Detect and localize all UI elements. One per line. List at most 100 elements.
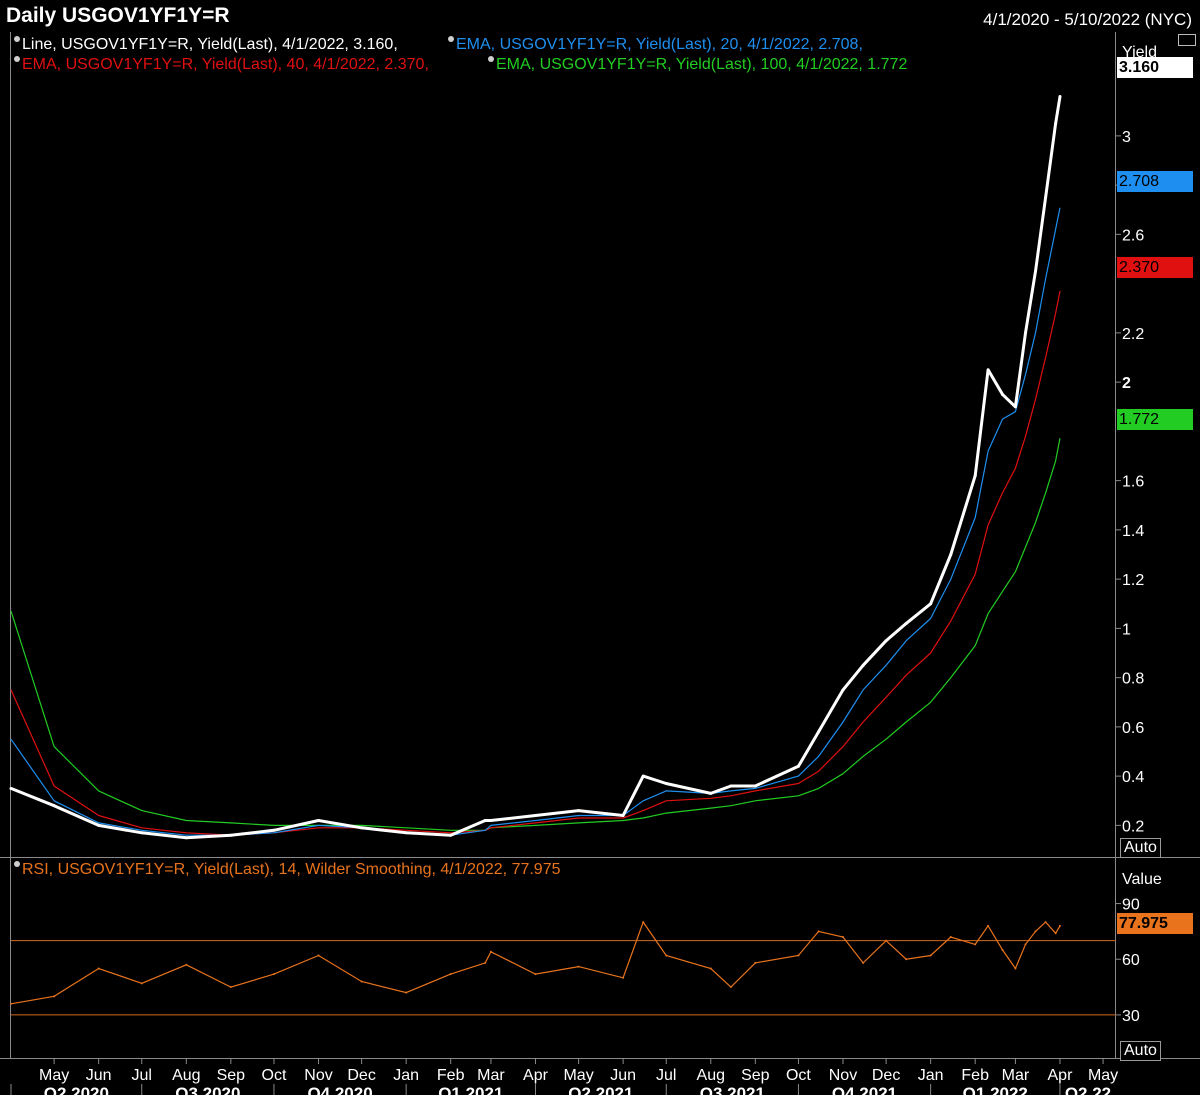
rsi-layer xyxy=(10,920,1116,1016)
date-range[interactable]: 4/1/2020 - 5/10/2022 (NYC) xyxy=(983,10,1192,29)
rsi-point xyxy=(885,939,888,942)
data-point xyxy=(577,809,581,813)
x-month-label: Aug xyxy=(697,1067,725,1084)
legend-dot-icon xyxy=(14,861,20,867)
rsi-point xyxy=(1058,924,1061,927)
data-point xyxy=(9,786,13,790)
rsi-point xyxy=(1054,932,1057,935)
legend-ema40[interactable]: EMA, USGOV1YF1Y=R, Yield(Last), 40, 4/1/… xyxy=(14,56,429,74)
main-auto-scale-button[interactable]: Auto xyxy=(1120,838,1161,858)
rsi-point xyxy=(841,935,844,938)
legend-ema100[interactable]: EMA, USGOV1YF1Y=R, Yield(Last), 100, 4/1… xyxy=(488,56,907,74)
rsi-point xyxy=(10,1002,12,1005)
rsi-point xyxy=(534,973,537,976)
x-month-label: Nov xyxy=(304,1067,332,1084)
rsi-tick-label: 90 xyxy=(1122,897,1140,914)
rsi-point xyxy=(405,991,408,994)
legend-ema20[interactable]: EMA, USGOV1YF1Y=R, Yield(Last), 20, 4/1/… xyxy=(448,36,863,54)
chart-title: Daily USGOV1YF1Y=R xyxy=(6,4,230,27)
rsi-point xyxy=(1034,930,1037,933)
rsi-axis-unit: Value xyxy=(1122,871,1162,888)
rsi-point xyxy=(272,973,275,976)
data-point xyxy=(140,831,144,835)
y-tick-label: 1.6 xyxy=(1122,474,1144,491)
y-tick-label: 2 xyxy=(1122,375,1131,392)
legend-line[interactable]: Line, USGOV1YF1Y=R, Yield(Last), 4/1/202… xyxy=(14,36,398,54)
rsi-point xyxy=(949,935,952,938)
series-line-yield xyxy=(10,96,1062,840)
x-month-label: Jul xyxy=(132,1067,152,1084)
rsi-point xyxy=(1001,948,1004,951)
rsi-y-axis: 30 60 90 xyxy=(1116,897,1140,1025)
x-month-label: Apr xyxy=(1048,1067,1074,1084)
rsi-auto-scale-button[interactable]: Auto xyxy=(1120,1041,1161,1061)
last-value-tag-rsi: 77.975 xyxy=(1117,913,1193,934)
legend-line-label: Line, USGOV1YF1Y=R, Yield(Last), 4/1/202… xyxy=(22,36,398,53)
x-month-label: Mar xyxy=(477,1067,505,1084)
x-month-label: May xyxy=(39,1067,69,1084)
x-month-label: Aug xyxy=(172,1067,200,1084)
x-month-label: Apr xyxy=(523,1067,549,1084)
pane-scroll-button[interactable] xyxy=(1178,34,1196,46)
rsi-point xyxy=(709,967,712,970)
legend-ema40-label: EMA, USGOV1YF1Y=R, Yield(Last), 40, 4/1/… xyxy=(22,56,429,73)
x-quarter-label: Q2 2021 xyxy=(568,1084,633,1095)
rsi-point xyxy=(797,954,800,957)
data-point xyxy=(483,818,487,822)
series-line-rsi xyxy=(10,920,1061,1005)
x-quarter-label: Q2 22 xyxy=(1065,1084,1111,1095)
series-line-ema20 xyxy=(10,207,1061,836)
x-month-label: Jul xyxy=(656,1067,676,1084)
x-quarter-label: Q3 2020 xyxy=(175,1084,240,1095)
rsi-point xyxy=(53,995,56,998)
pane-divider[interactable] xyxy=(0,857,1200,858)
x-month-label: Sep xyxy=(741,1067,770,1084)
rsi-point xyxy=(360,980,363,983)
y-tick-label: 2.6 xyxy=(1122,227,1144,244)
legend-dot-icon xyxy=(14,36,20,42)
data-point xyxy=(533,814,537,818)
legend-rsi-label: RSI, USGOV1YF1Y=R, Yield(Last), 14, Wild… xyxy=(22,861,561,878)
x-month-label: Feb xyxy=(437,1067,465,1084)
data-point xyxy=(449,833,453,837)
main-axis-unit: Yield xyxy=(1122,44,1157,61)
data-point xyxy=(664,782,668,786)
x-month-label: Feb xyxy=(961,1067,989,1084)
y-tick-label: 1.2 xyxy=(1122,572,1144,589)
data-point xyxy=(861,663,865,667)
rsi-point xyxy=(185,963,188,966)
rsi-point xyxy=(577,965,580,968)
rsi-point xyxy=(905,958,908,961)
x-month-label: May xyxy=(1088,1067,1118,1084)
time-axis: May Jun Jul Aug Sep Oct Nov Dec Jan Feb Mar Apr May J… xyxy=(10,1059,1118,1095)
x-month-label: Jan xyxy=(393,1067,419,1084)
y-tick-label: 0.2 xyxy=(1122,818,1144,835)
rsi-point xyxy=(97,967,100,970)
rsi-point xyxy=(484,961,487,964)
legend-ema100-label: EMA, USGOV1YF1Y=R, Yield(Last), 100, 4/1… xyxy=(496,56,908,73)
series-line-ema100 xyxy=(10,438,1061,831)
x-month-label: Jan xyxy=(918,1067,944,1084)
data-point xyxy=(729,784,733,788)
rsi-point xyxy=(665,954,668,957)
main-plot-frame xyxy=(10,32,1116,858)
data-point xyxy=(904,621,908,625)
rsi-point xyxy=(642,921,645,924)
data-point xyxy=(272,828,276,832)
y-tick-label: 0.4 xyxy=(1122,769,1144,786)
legend-rsi[interactable]: RSI, USGOV1YF1Y=R, Yield(Last), 14, Wild… xyxy=(14,861,561,879)
main-y-axis: 0.20.40.60.811.21.41.622.22.62.83 xyxy=(1116,129,1144,835)
data-point xyxy=(1058,94,1062,98)
x-quarter-label: Q1 2022 xyxy=(963,1084,1028,1095)
rsi-point xyxy=(862,961,865,964)
y-tick-label: 3 xyxy=(1122,129,1131,146)
rsi-plot-frame xyxy=(10,858,1116,1058)
x-month-label: Sep xyxy=(217,1067,246,1084)
rsi-point xyxy=(987,924,990,927)
data-point xyxy=(184,836,188,840)
data-point xyxy=(986,368,990,372)
y-tick-label: 0.6 xyxy=(1122,720,1144,737)
data-point xyxy=(817,730,821,734)
rsi-point xyxy=(140,982,143,985)
